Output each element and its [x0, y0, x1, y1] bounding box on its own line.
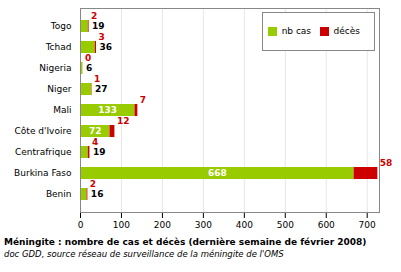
svg-text:Togo: Togo	[50, 21, 72, 31]
svg-text:19: 19	[93, 147, 106, 157]
svg-text:16: 16	[91, 189, 104, 199]
svg-text:36: 36	[99, 42, 112, 52]
svg-text:Mali: Mali	[53, 105, 71, 115]
svg-text:Centrafrique: Centrafrique	[15, 147, 72, 157]
svg-text:6: 6	[86, 63, 92, 73]
svg-text:300: 300	[195, 220, 212, 230]
svg-text:0: 0	[85, 53, 91, 63]
svg-text:12: 12	[117, 116, 130, 126]
svg-text:Côte d'Ivoire: Côte d'Ivoire	[15, 126, 72, 136]
svg-text:Benin: Benin	[46, 189, 72, 199]
svg-text:600: 600	[318, 220, 335, 230]
html-text:Méningite : nombre de cas et d: Méningite : nombre de cas et décès (dern…	[4, 237, 367, 247]
svg-text:72: 72	[89, 126, 102, 136]
svg-text:2: 2	[91, 11, 97, 21]
svg-text:58: 58	[380, 158, 393, 168]
svg-text:19: 19	[92, 21, 105, 31]
svg-text:Tchad: Tchad	[45, 42, 72, 52]
svg-text:7: 7	[140, 95, 146, 105]
svg-text:100: 100	[113, 220, 130, 230]
svg-text:0: 0	[78, 220, 84, 230]
svg-text:1: 1	[94, 74, 100, 84]
svg-text:Burkina Faso: Burkina Faso	[14, 168, 72, 178]
svg-text:200: 200	[154, 220, 171, 230]
svg-text:27: 27	[95, 84, 108, 94]
svg-text:3: 3	[98, 32, 104, 42]
svg-text:Niger: Niger	[47, 84, 71, 94]
svg-text:400: 400	[236, 220, 253, 230]
svg-text:700: 700	[359, 220, 376, 230]
svg-text:133: 133	[98, 105, 117, 115]
html-text:décès: décès	[333, 26, 360, 36]
svg-text:4: 4	[92, 137, 98, 147]
html-text:doc GDD, source réseau de surv: doc GDD, source réseau de surveillance d…	[4, 249, 284, 259]
svg-text:2: 2	[90, 179, 96, 189]
svg-text:500: 500	[277, 220, 294, 230]
svg-text:668: 668	[208, 168, 227, 178]
svg-text:Nigeria: Nigeria	[39, 63, 71, 73]
html-text:nb cas: nb cas	[281, 26, 312, 36]
